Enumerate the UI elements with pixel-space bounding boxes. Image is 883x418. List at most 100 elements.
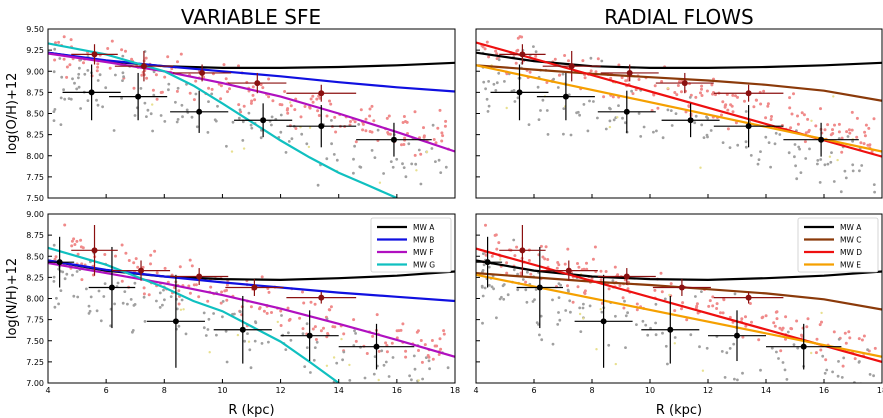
sample-point-grey xyxy=(216,104,219,108)
sample-point-grey xyxy=(830,151,833,155)
sample-point-pink xyxy=(770,115,773,118)
sample-point-pink xyxy=(853,357,857,361)
sample-point-pink xyxy=(314,338,318,341)
observation-darkred-point xyxy=(568,63,575,70)
sample-point-pink xyxy=(728,315,732,319)
sample-point-pink xyxy=(863,130,867,134)
sample-point-grey xyxy=(143,101,147,105)
sample-point-grey xyxy=(623,299,626,303)
sample-point-grey xyxy=(417,207,420,210)
sample-point-pink xyxy=(541,255,545,259)
sample-point-yellow xyxy=(307,145,311,149)
observation-darkred-point xyxy=(623,273,630,280)
sample-point-yellow xyxy=(230,150,234,153)
sample-point-yellow xyxy=(499,258,502,261)
sample-point-pink xyxy=(814,351,818,355)
legend-label: MW G xyxy=(413,261,435,270)
sample-point-pink xyxy=(675,93,679,97)
sample-point-grey xyxy=(78,66,81,70)
observation-black-point xyxy=(516,89,523,96)
sample-point-grey xyxy=(661,136,665,140)
sample-point-grey xyxy=(53,47,57,51)
sample-point-pink xyxy=(354,339,358,343)
sample-point-pink xyxy=(711,295,715,299)
sample-point-grey xyxy=(175,120,179,124)
sample-point-pink xyxy=(545,81,549,84)
legend-label: MW A xyxy=(413,223,435,232)
sample-point-pink xyxy=(179,52,183,56)
sample-point-grey xyxy=(492,287,495,291)
sample-point-grey xyxy=(225,360,229,364)
sample-point-grey xyxy=(733,292,737,296)
sample-point-grey xyxy=(52,243,56,247)
sample-point-pink xyxy=(516,36,520,40)
sample-point-pink xyxy=(69,38,73,42)
sample-point-grey xyxy=(279,113,283,117)
sample-point-grey xyxy=(502,297,506,301)
sample-point-grey xyxy=(481,321,484,325)
sample-point-pink xyxy=(279,309,283,313)
sample-point-grey xyxy=(53,305,57,309)
sample-point-pink xyxy=(814,124,818,128)
observation-black-point xyxy=(600,318,607,325)
sample-point-pink xyxy=(744,324,748,328)
sample-point-pink xyxy=(328,308,332,312)
sample-point-pink xyxy=(544,245,548,249)
sample-point-grey xyxy=(816,162,819,166)
sample-point-grey xyxy=(112,129,116,132)
sample-point-grey xyxy=(545,109,549,112)
sample-point-grey xyxy=(767,141,771,145)
sample-point-pink xyxy=(286,107,290,111)
sample-point-grey xyxy=(654,321,657,325)
observation-black-point xyxy=(623,108,630,115)
sample-point-grey xyxy=(434,160,437,164)
sample-point-grey xyxy=(389,160,393,164)
series-line-mw-f xyxy=(48,52,455,153)
sample-point-pink xyxy=(513,254,517,258)
sample-point-pink xyxy=(583,76,587,80)
sample-point-yellow xyxy=(595,348,598,351)
sample-point-pink xyxy=(359,108,363,112)
sample-point-pink xyxy=(823,128,827,132)
sample-point-pink xyxy=(590,277,594,281)
sample-point-pink xyxy=(283,90,287,93)
sample-point-pink xyxy=(145,76,149,80)
sample-point-pink xyxy=(404,355,408,359)
sample-point-pink xyxy=(720,113,723,117)
sample-point-pink xyxy=(402,115,406,118)
sample-point-grey xyxy=(176,86,180,90)
sample-point-grey xyxy=(132,304,136,307)
sample-point-pink xyxy=(155,271,159,275)
sample-point-pink xyxy=(757,338,761,342)
sample-point-pink xyxy=(788,96,792,100)
sample-point-grey xyxy=(75,270,79,273)
panel-4: 4 6 8 10 12 14 16 18 R (kpc) MW A MW C MW D MW E xyxy=(473,213,883,418)
sample-point-pink xyxy=(401,121,405,124)
sample-point-pink xyxy=(593,245,597,249)
sample-point-grey xyxy=(401,162,404,166)
observation-black-point xyxy=(484,259,491,266)
sample-point-grey xyxy=(373,355,377,358)
sample-point-grey xyxy=(202,311,206,315)
sample-point-pink xyxy=(436,126,440,130)
sample-point-pink xyxy=(862,334,866,338)
plot-area xyxy=(48,223,455,383)
sample-point-pink xyxy=(354,140,358,144)
sample-point-pink xyxy=(680,90,683,94)
sample-point-grey xyxy=(872,183,876,187)
y-tick-label: 8.00 xyxy=(26,152,44,161)
sample-point-grey xyxy=(744,110,748,113)
sample-point-grey xyxy=(652,130,655,134)
sample-point-pink xyxy=(386,131,390,134)
series-line-mw-a xyxy=(476,259,882,282)
sample-point-grey xyxy=(335,361,339,365)
sample-point-pink xyxy=(520,35,524,39)
sample-point-pink xyxy=(194,283,198,287)
sample-point-pink xyxy=(315,97,319,101)
sample-point-grey xyxy=(185,108,189,112)
sample-point-grey xyxy=(152,93,156,97)
sample-point-yellow xyxy=(332,356,336,359)
sample-point-pink xyxy=(806,317,810,321)
x-tick-label: 12 xyxy=(275,386,285,395)
sample-point-grey xyxy=(488,283,491,287)
